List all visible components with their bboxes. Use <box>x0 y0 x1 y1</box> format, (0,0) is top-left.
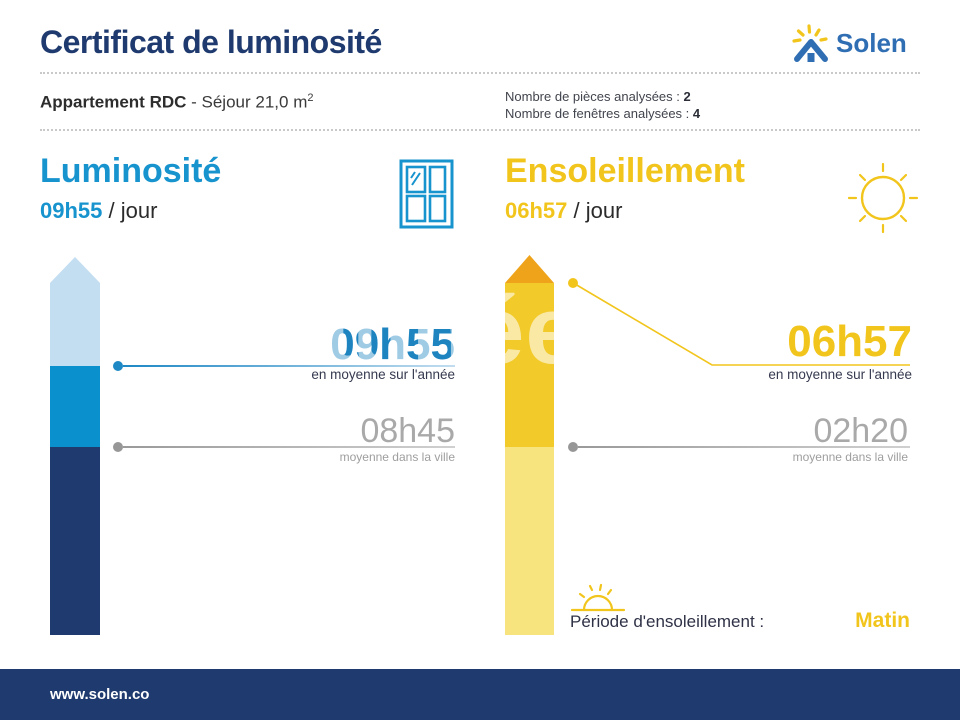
luminosite-bar-mid-segment <box>50 366 100 447</box>
luminosite-city-marker-dot <box>113 442 123 452</box>
solen-logo: Solen <box>791 22 907 64</box>
ensoleillement-bar-arrow-tip <box>505 255 554 283</box>
page-title: Certificat de luminosité <box>40 24 382 60</box>
ensoleillement-bar-bottom-segment <box>505 447 554 635</box>
luminosite-bar-top-segment <box>50 257 100 366</box>
luminosite-city-value: 08h45 <box>360 412 455 450</box>
ensoleillement-year-value: 06h57 <box>787 317 912 366</box>
luminosite-daily: 09h55 / jour <box>40 198 157 224</box>
ensoleillement-year-marker-line <box>574 283 910 366</box>
ensoleillement-title: Ensoleillement <box>505 152 745 190</box>
ensoleillement-daily-suffix: / jour <box>567 198 623 223</box>
ensoleillement-city-label: moyenne dans la ville <box>792 450 908 464</box>
luminosite-city-marker-line <box>123 446 455 448</box>
luminosite-year-value: 09h55 <box>330 320 455 369</box>
dotted-divider-sub <box>40 129 920 131</box>
windows-analyzed-value: 4 <box>692 106 701 121</box>
period-value: Matin <box>855 609 910 632</box>
windows-analyzed: Nombre de fenêtres analysées : 4 <box>505 106 701 121</box>
footer-url: www.solen.co <box>50 686 150 703</box>
ensoleillement-bar-mid-segment <box>505 283 554 447</box>
sunrise-icon <box>570 583 626 612</box>
rooms-analyzed-value: 2 <box>683 89 691 104</box>
analysis-stats: Nombre de pièces analysées : 2 Nombre de… <box>505 88 700 122</box>
ensoleillement-year-marker-dot <box>568 278 578 288</box>
solen-logo-text: Solen <box>836 27 907 58</box>
footer-bar <box>0 669 960 720</box>
ensoleillement-city-marker-line <box>578 446 910 448</box>
ensoleillement-year-label: en moyenne sur l'année <box>768 367 912 382</box>
rooms-analyzed: Nombre de pièces analysées : 2 <box>505 89 691 104</box>
luminosite-bar-bottom-segment <box>50 447 100 635</box>
window-icon <box>399 159 454 229</box>
ensoleillement-city-value: 02h20 <box>813 412 908 450</box>
ensoleillement-city-marker-dot <box>568 442 578 452</box>
solen-house-sun-icon <box>792 24 828 62</box>
property-detail: - Séjour 21,0 m <box>186 92 308 112</box>
luminosite-daily-suffix: / jour <box>102 198 158 223</box>
luminosite-title: Luminosité <box>40 152 222 190</box>
sun-icon <box>848 162 919 234</box>
property-line: Appartement RDC - Séjour 21,0 m2 <box>40 92 313 113</box>
ensoleillement-daily: 06h57 / jour <box>505 198 622 224</box>
ensoleillement-daily-value: 06h57 <box>505 198 568 223</box>
period-label: Période d'ensoleillement : <box>570 612 765 631</box>
dotted-divider-top <box>40 72 920 74</box>
luminosite-year-marker-dot <box>113 361 123 371</box>
property-area-exponent: 2 <box>307 92 314 104</box>
luminosite-year-label: en moyenne sur l'année <box>311 367 455 382</box>
property-name: Appartement RDC <box>40 92 187 112</box>
luminosite-city-label: moyenne dans la ville <box>339 450 455 464</box>
luminosite-daily-value: 09h55 <box>40 198 103 223</box>
luminosite-year-marker-line <box>123 365 455 367</box>
